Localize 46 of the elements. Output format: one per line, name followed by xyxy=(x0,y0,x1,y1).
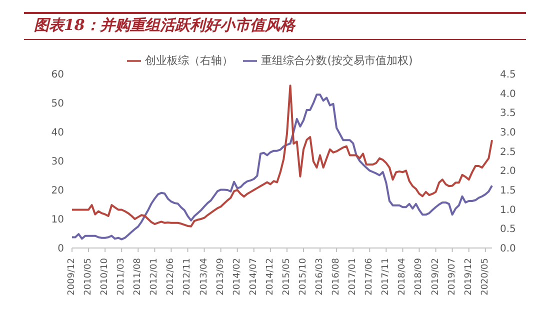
x-tick-label: 2018/04 xyxy=(398,258,408,296)
x-tick-label: 2017/01 xyxy=(348,258,358,296)
x-tick-label: 2019/12 xyxy=(464,258,474,296)
y-tick-label: 0 xyxy=(58,244,64,255)
x-tick-label: 2011/08 xyxy=(133,258,144,296)
x-tick-label: 2017/06 xyxy=(364,258,375,296)
x-tick-label: 2019/07 xyxy=(447,258,458,296)
x-tick-label: 2015/10 xyxy=(298,258,308,296)
x-tick-label: 2011/03 xyxy=(116,258,127,296)
y2-tick-label: 3.0 xyxy=(500,128,516,139)
y2-tick-label: 0.0 xyxy=(500,244,516,255)
x-tick-label: 2018/09 xyxy=(414,258,424,296)
x-tick-label: 2020/05 xyxy=(480,258,490,296)
x-tick-label: 2017/11 xyxy=(381,258,392,296)
x-tick-label: 2012/11 xyxy=(182,258,193,296)
y2-tick-label: 2.5 xyxy=(500,146,516,158)
x-tick-label: 2014/07 xyxy=(248,258,259,296)
legend-label: 重组综合分数(按交易市值加权) xyxy=(261,54,413,67)
y-tick-label: 10 xyxy=(51,214,64,226)
x-tick-label: 2016/08 xyxy=(332,258,342,296)
y2-tick-label: 1.5 xyxy=(500,186,516,197)
y2-tick-label: 1.0 xyxy=(500,204,516,216)
x-tick-label: 2013/09 xyxy=(216,258,226,296)
y2-tick-label: 4.0 xyxy=(500,88,516,100)
y-tick-label: 40 xyxy=(51,128,64,139)
x-tick-label: 2014/12 xyxy=(265,258,276,296)
x-tick-label: 2013/04 xyxy=(199,258,210,296)
x-tick-label: 2019/02 xyxy=(430,258,441,296)
x-tick-label: 2016/03 xyxy=(315,258,326,296)
x-tick-label: 2010/05 xyxy=(84,258,94,296)
x-tick-label: 2012/01 xyxy=(150,258,160,296)
legend-label: 创业板综（右轴） xyxy=(145,54,234,67)
y2-tick-label: 4.5 xyxy=(500,70,516,81)
y-tick-label: 60 xyxy=(51,70,64,81)
x-tick-label: 2015/05 xyxy=(282,258,292,296)
y2-tick-label: 0.5 xyxy=(500,224,516,236)
chart-title: 图表18：并购重组活跃利好小市值风格 xyxy=(34,16,295,35)
y-tick-label: 50 xyxy=(51,98,64,110)
y2-tick-label: 2.0 xyxy=(500,166,516,178)
y-tick-label: 30 xyxy=(51,156,64,168)
x-tick-label: 2010/10 xyxy=(100,258,110,296)
x-tick-label: 2014/02 xyxy=(232,258,242,296)
y2-tick-label: 3.5 xyxy=(500,108,516,120)
x-tick-label: 2009/12 xyxy=(67,258,77,296)
y-tick-label: 20 xyxy=(51,186,64,197)
x-tick-label: 2012/06 xyxy=(166,258,176,296)
